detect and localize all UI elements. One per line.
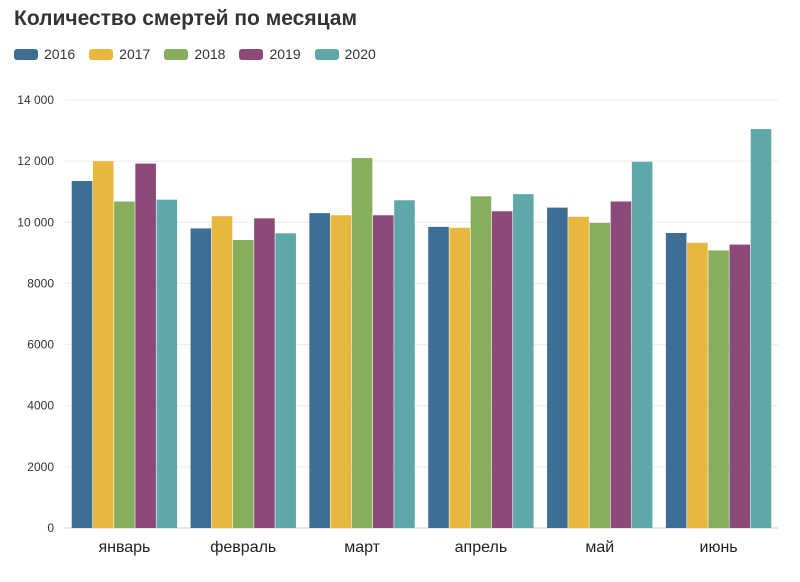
bar-2017-февраль [211, 216, 233, 528]
bar-2018-февраль [232, 240, 254, 528]
legend-item-2016: 2016 [14, 46, 75, 62]
x-category-label: январь [98, 539, 150, 556]
legend-label: 2018 [194, 46, 226, 62]
bar-2020-февраль [275, 233, 296, 528]
legend-label: 2016 [44, 46, 76, 62]
bar-2018-январь [114, 201, 135, 529]
legend-item-2020: 2020 [314, 46, 376, 62]
x-category-label: май [585, 539, 614, 556]
y-tick-label: 14 000 [17, 93, 54, 107]
bar-2016-апрель [428, 226, 449, 528]
legend-swatch [239, 48, 264, 60]
x-category-label: март [344, 539, 380, 556]
bar-2016-март [309, 213, 330, 528]
bar-2018-март [351, 158, 373, 529]
legend-label: 2017 [119, 46, 151, 62]
chart-legend: 2016 2017 2018 2019 2020 [14, 46, 390, 62]
x-category-label: февраль [210, 539, 276, 556]
bar-2017-март [330, 215, 352, 529]
bar-2016-июнь [665, 232, 687, 528]
y-tick-label: 10 000 [17, 215, 54, 229]
legend-swatch [314, 48, 339, 60]
bar-2019-июнь [729, 244, 751, 529]
y-tick-label: 8000 [27, 276, 54, 290]
y-tick-label: 4000 [27, 399, 54, 413]
bar-2019-февраль [254, 218, 275, 528]
bar-2017-май [568, 216, 589, 529]
bar-2019-март [372, 215, 394, 529]
y-tick-label: 6000 [27, 338, 54, 352]
legend-swatch [89, 48, 114, 60]
bar-2020-июнь [750, 129, 772, 529]
bar-2017-апрель [449, 227, 471, 528]
bar-2018-апрель [470, 196, 492, 529]
chart-title: Количество смертей по месяцам [14, 7, 357, 30]
bar-2016-май [547, 207, 568, 528]
x-category-label: июнь [700, 539, 738, 556]
bar-2017-январь [92, 161, 114, 528]
bar-2019-январь [135, 163, 156, 529]
legend-item-2018: 2018 [164, 46, 225, 62]
legend-item-2019: 2019 [239, 46, 301, 62]
bar-2020-январь [156, 199, 178, 529]
bar-2018-июнь [708, 250, 729, 528]
bar-2016-январь [71, 181, 93, 528]
bar-2020-март [394, 200, 415, 528]
legend-swatch [164, 48, 189, 60]
bar-2018-май [589, 222, 611, 528]
legend-label: 2020 [344, 46, 376, 62]
bar-2017-июнь [687, 242, 708, 529]
bar-2019-май [610, 201, 632, 529]
bar-2020-май [631, 161, 653, 529]
bar-2016-февраль [190, 228, 212, 528]
legend-item-2017: 2017 [89, 46, 150, 62]
y-tick-label: 2000 [27, 460, 54, 474]
x-category-label: апрель [455, 539, 508, 556]
bar-2020-апрель [513, 194, 534, 528]
y-tick-label: 0 [47, 521, 54, 535]
bar-2019-апрель [491, 211, 513, 528]
legend-swatch [14, 48, 38, 60]
legend-label: 2019 [269, 46, 301, 62]
y-tick-label: 12 000 [17, 154, 54, 168]
